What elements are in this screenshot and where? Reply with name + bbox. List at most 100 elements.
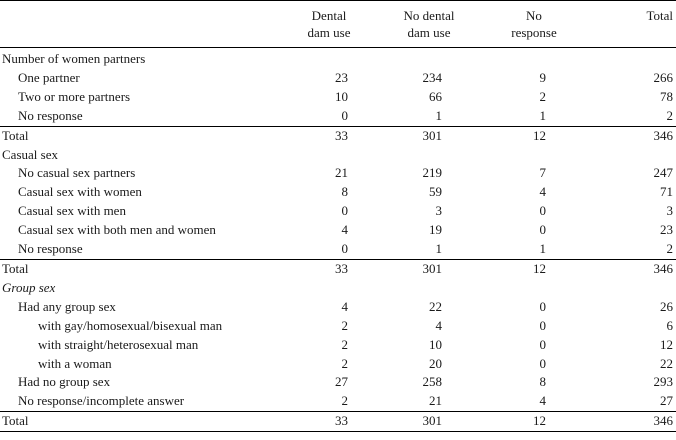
- cell-dental-dam-use: 27: [335, 374, 348, 390]
- table-row: Had no group sex 27 258 8 293: [0, 373, 676, 392]
- table-row: Casual sex with men 0 3 0 3: [0, 202, 676, 221]
- cell-no-response: 0: [539, 355, 547, 371]
- cell-dental-dam-use: 0: [341, 107, 349, 123]
- cell-dental-dam-use: 10: [335, 88, 348, 104]
- header-cell-total: Total: [584, 0, 676, 48]
- cell-no-dental-dam-use: [374, 279, 484, 298]
- table-row: No casual sex partners 21 219 7 247: [0, 164, 676, 183]
- header-cell-dental-dam-use: Dental dam use: [284, 0, 374, 48]
- cell-dental-dam-use: 21: [335, 165, 348, 181]
- row-label: with a woman: [38, 355, 112, 371]
- cell-no-dental-dam-use: 20: [429, 355, 442, 371]
- table-row: with a woman 2 20 0 22: [0, 355, 676, 374]
- cell-no-dental-dam-use: 21: [429, 393, 442, 409]
- cell-total: 6: [666, 317, 674, 333]
- cell-dental-dam-use: 33: [284, 125, 374, 146]
- row-label: No response: [18, 241, 83, 257]
- cell-no-dental-dam-use: 219: [422, 165, 443, 181]
- table-header: Dental dam use No dental dam use No resp…: [0, 0, 676, 48]
- cell-total: 22: [660, 355, 673, 371]
- header-line: dam use: [407, 25, 451, 40]
- header-line: response: [511, 25, 557, 40]
- header-line: No: [526, 8, 542, 23]
- cell-dental-dam-use: [284, 146, 374, 165]
- cell-dental-dam-use: 2: [341, 317, 349, 333]
- cell-no-dental-dam-use: 59: [429, 184, 442, 200]
- cell-total: 23: [660, 222, 673, 238]
- cell-dental-dam-use: 8: [341, 184, 349, 200]
- cell-total: 346: [584, 125, 676, 146]
- cell-no-dental-dam-use: 10: [429, 336, 442, 352]
- cell-no-dental-dam-use: 301: [374, 125, 484, 146]
- header-line: Dental: [311, 8, 347, 23]
- cell-no-response: 0: [539, 317, 547, 333]
- header-line: dam use: [307, 25, 351, 40]
- header-row: Dental dam use No dental dam use No resp…: [0, 0, 676, 48]
- row-label: Total: [0, 411, 284, 433]
- row-label: No response/incomplete answer: [18, 393, 185, 409]
- cell-no-dental-dam-use: 1: [435, 107, 443, 123]
- cell-total: 27: [660, 393, 673, 409]
- table-row: No response/incomplete answer 2 21 4 27: [0, 392, 676, 411]
- cell-total: 71: [660, 184, 673, 200]
- row-label: with straight/heterosexual man: [38, 336, 199, 352]
- cell-no-response: 0: [539, 222, 547, 238]
- cell-dental-dam-use: 33: [284, 411, 374, 433]
- row-label: Had any group sex: [18, 298, 116, 314]
- row-label: No response: [18, 107, 83, 123]
- row-label: Total: [0, 125, 284, 146]
- cell-total: 3: [666, 203, 674, 219]
- cell-total: 26: [660, 298, 673, 314]
- table-row: Two or more partners 10 66 2 78: [0, 88, 676, 107]
- header-line: No dental: [403, 8, 455, 23]
- table-row: Casual sex with both men and women 4 19 0 23: [0, 221, 676, 240]
- table-row: Total 33 301 12 346: [0, 411, 676, 433]
- cell-total: 247: [653, 165, 674, 181]
- table-row: Casual sex with women 8 59 4 71: [0, 183, 676, 202]
- cell-no-response: 1: [539, 107, 547, 123]
- row-label: with gay/homosexual/bisexual man: [38, 317, 223, 333]
- cell-no-response: 4: [539, 393, 547, 409]
- row-label: Group sex: [2, 279, 56, 295]
- row-label: Casual sex with both men and women: [18, 222, 216, 238]
- header-cell-no-dental-dam-use: No dental dam use: [374, 0, 484, 48]
- cell-no-response: 0: [539, 336, 547, 352]
- cell-no-response: 0: [539, 203, 547, 219]
- cell-dental-dam-use: 2: [341, 355, 349, 371]
- cell-no-response: 12: [484, 125, 584, 146]
- cell-no-response: 4: [539, 184, 547, 200]
- cell-no-response: 12: [484, 411, 584, 433]
- row-label: Casual sex with women: [18, 184, 142, 200]
- cell-no-response: [484, 279, 584, 298]
- cell-total: [584, 48, 676, 69]
- cell-no-response: 9: [539, 69, 547, 85]
- cell-no-dental-dam-use: 22: [429, 298, 442, 314]
- cell-no-response: 8: [539, 374, 547, 390]
- cell-dental-dam-use: 33: [284, 258, 374, 279]
- cell-total: 346: [584, 411, 676, 433]
- cell-no-dental-dam-use: 3: [435, 203, 443, 219]
- cell-no-response: 12: [484, 258, 584, 279]
- cell-dental-dam-use: 4: [341, 222, 349, 238]
- cell-total: 346: [584, 258, 676, 279]
- cell-no-response: 7: [539, 165, 547, 181]
- table-row: with straight/heterosexual man 2 10 0 12: [0, 336, 676, 355]
- row-label: Number of women partners: [2, 51, 146, 66]
- cell-no-dental-dam-use: 234: [422, 69, 443, 85]
- table-row: with gay/homosexual/bisexual man 2 4 0 6: [0, 317, 676, 336]
- table-row: Group sex: [0, 279, 676, 298]
- cell-no-response: 1: [539, 241, 547, 257]
- row-label: Casual sex with men: [18, 203, 126, 219]
- table-row: Total 33 301 12 346: [0, 258, 676, 279]
- row-label: One partner: [18, 69, 80, 85]
- header-line: Total: [646, 8, 673, 23]
- cell-dental-dam-use: 0: [341, 241, 349, 257]
- table-row: Total 33 301 12 346: [0, 125, 676, 146]
- cell-no-dental-dam-use: 301: [374, 411, 484, 433]
- table-row: Had any group sex 4 22 0 26: [0, 298, 676, 317]
- row-label: Two or more partners: [18, 88, 131, 104]
- cell-total: [584, 279, 676, 298]
- cell-total: 78: [660, 88, 673, 104]
- cell-total: 293: [653, 374, 674, 390]
